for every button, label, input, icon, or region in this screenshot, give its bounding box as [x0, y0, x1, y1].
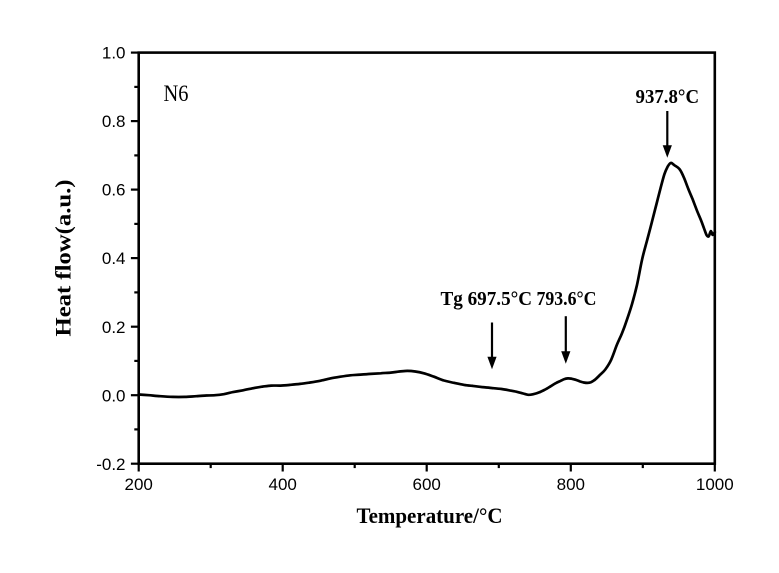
svg-text:0.4: 0.4	[102, 249, 126, 268]
svg-text:0.6: 0.6	[102, 181, 126, 200]
svg-text:800: 800	[557, 475, 585, 494]
svg-text:N6: N6	[164, 81, 189, 106]
svg-text:Tg 697.5°C: Tg 697.5°C	[441, 288, 533, 310]
svg-text:793.6°C: 793.6°C	[537, 288, 597, 310]
svg-text:1000: 1000	[696, 475, 734, 494]
svg-text:0.2: 0.2	[102, 318, 126, 337]
svg-text:400: 400	[269, 475, 297, 494]
svg-text:0.0: 0.0	[102, 386, 126, 405]
svg-text:Temperature/°C: Temperature/°C	[357, 503, 503, 528]
svg-text:Heat flow(a.u.): Heat flow(a.u.)	[51, 180, 76, 337]
svg-text:600: 600	[413, 475, 441, 494]
svg-text:-0.2: -0.2	[96, 455, 125, 474]
svg-text:200: 200	[125, 475, 153, 494]
svg-text:0.8: 0.8	[102, 112, 126, 131]
svg-text:1.0: 1.0	[102, 44, 126, 63]
svg-text:937.8°C: 937.8°C	[636, 86, 700, 108]
